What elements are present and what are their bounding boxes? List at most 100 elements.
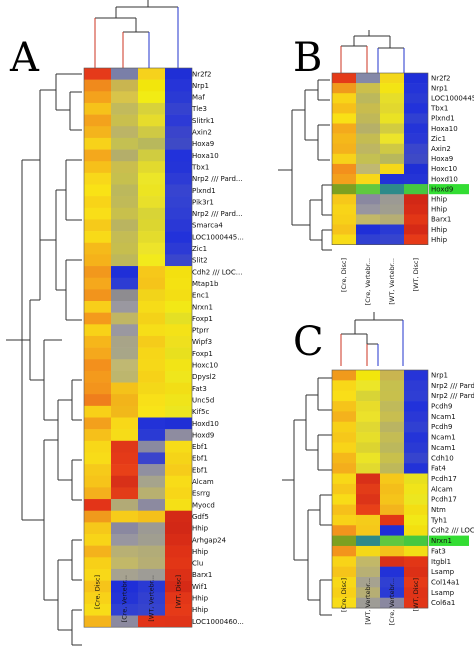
- heatmap-cell: [111, 289, 138, 302]
- heatmap-cell: [111, 254, 138, 267]
- heatmap-cell: [84, 405, 111, 418]
- heatmap-cell: [111, 231, 138, 244]
- panel-c-heatmap: Nrp1 Nrp2 /// Pard... Nrp2 /// Pard... Pcdh…: [331, 369, 474, 625]
- heatmap-cell: [404, 535, 428, 547]
- column-label: [Cre, Vertebr...: [388, 578, 396, 625]
- heatmap-cell: [138, 440, 165, 453]
- heatmap-cell: [138, 196, 165, 209]
- heatmap-cell: [111, 580, 138, 593]
- heatmap-cell: [84, 452, 111, 465]
- heatmap-cell: [356, 463, 380, 474]
- heatmap-cell: [138, 522, 165, 535]
- heatmap-cell: [84, 417, 111, 430]
- heatmap-cell: [111, 184, 138, 197]
- heatmap-cell: [356, 432, 380, 443]
- heatmap-cell: [404, 545, 428, 557]
- heatmap-cell: [380, 113, 404, 124]
- heatmap-cell: [356, 163, 380, 175]
- heatmap-cell: [138, 429, 165, 442]
- heatmap-cell: [111, 568, 138, 581]
- gene-label: Nrp2 /// Pard...: [431, 392, 474, 400]
- heatmap-cell: [138, 475, 165, 488]
- heatmap-cell: [84, 312, 111, 325]
- heatmap-cell: [380, 504, 404, 516]
- heatmap-cell: [380, 587, 404, 598]
- gene-label: Nrxn1: [192, 303, 213, 311]
- heatmap-cell: [138, 207, 165, 220]
- highlight-band: [429, 184, 469, 195]
- heatmap-cell: [380, 463, 404, 474]
- heatmap-cell: [332, 556, 356, 567]
- heatmap-cell: [380, 83, 404, 94]
- heatmap-cell: [404, 73, 428, 84]
- heatmap-cell: [165, 196, 192, 209]
- heatmap-cell: [380, 370, 404, 381]
- heatmap-cell: [165, 370, 192, 383]
- column-label: [WT, Vertebr...: [148, 575, 156, 622]
- heatmap-cell: [165, 603, 192, 616]
- gene-label: Hoxa9: [192, 140, 214, 148]
- heatmap-cell: [380, 93, 404, 104]
- heatmap-cell: [84, 394, 111, 407]
- gene-label: Hoxd10: [431, 175, 458, 183]
- heatmap-cell: [332, 525, 356, 536]
- heatmap-cell: [356, 83, 380, 94]
- column-label: [Cre, Disc]: [340, 578, 348, 612]
- column-label: [WT, Vertebr...: [364, 578, 372, 625]
- heatmap-cell: [332, 370, 356, 381]
- heatmap-cell: [380, 214, 404, 225]
- heatmap-cell: [332, 494, 356, 505]
- heatmap-cell: [138, 79, 165, 92]
- heatmap-cell: [111, 557, 138, 570]
- heatmap-cell: [111, 172, 138, 185]
- heatmap-cell: [138, 312, 165, 325]
- heatmap-cell: [332, 153, 356, 165]
- gene-label: Kif5c: [192, 408, 209, 416]
- gene-label: Nrp1: [431, 371, 448, 379]
- gene-label: Fat4: [431, 465, 446, 473]
- heatmap-cell: [380, 535, 404, 547]
- gene-label: Ebf1: [192, 443, 208, 451]
- heatmap-cell: [356, 535, 380, 547]
- gene-label: Nrxn1: [431, 537, 452, 545]
- heatmap-cell: [165, 207, 192, 220]
- gene-label: Tle3: [191, 105, 207, 113]
- heatmap-cell: [332, 577, 356, 588]
- heatmap-cell: [404, 463, 428, 474]
- heatmap-cell: [380, 556, 404, 567]
- heatmap-cell: [165, 242, 192, 255]
- heatmap-cell: [332, 514, 356, 526]
- heatmap-cell: [138, 161, 165, 174]
- heatmap-cell: [165, 231, 192, 244]
- heatmap-cell: [404, 224, 428, 235]
- heatmap-cell: [356, 421, 380, 433]
- heatmap-cell: [404, 514, 428, 526]
- heatmap-cell: [138, 534, 165, 546]
- heatmap-cell: [138, 114, 165, 127]
- gene-label: Alcam: [431, 485, 453, 493]
- heatmap-cell: [84, 359, 111, 372]
- gene-label: LOC1000445...: [192, 233, 244, 241]
- gene-label: Hhip: [431, 206, 448, 214]
- heatmap-cell: [404, 113, 428, 124]
- gene-label: Cdh2 /// LOC...: [431, 527, 474, 535]
- heatmap-cell: [332, 401, 356, 412]
- gene-label: Hhip: [431, 196, 448, 204]
- heatmap-cell: [165, 289, 192, 302]
- heatmap-cell: [332, 143, 356, 155]
- heatmap-cell: [111, 510, 138, 523]
- heatmap-cell: [84, 557, 111, 570]
- heatmap-cell: [356, 545, 380, 557]
- heatmap-cell: [332, 473, 356, 485]
- heatmap-cell: [138, 499, 165, 511]
- heatmap-cell: [380, 153, 404, 165]
- gene-label: Pcdh17: [431, 496, 457, 504]
- heatmap-cell: [84, 475, 111, 488]
- gene-label: Plxnd1: [431, 115, 455, 123]
- heatmap-cell: [356, 184, 380, 195]
- heatmap-cell: [332, 597, 356, 609]
- heatmap-cell: [84, 254, 111, 267]
- column-label: [Cre, Vertebr...: [121, 575, 129, 622]
- heatmap-cell: [138, 557, 165, 570]
